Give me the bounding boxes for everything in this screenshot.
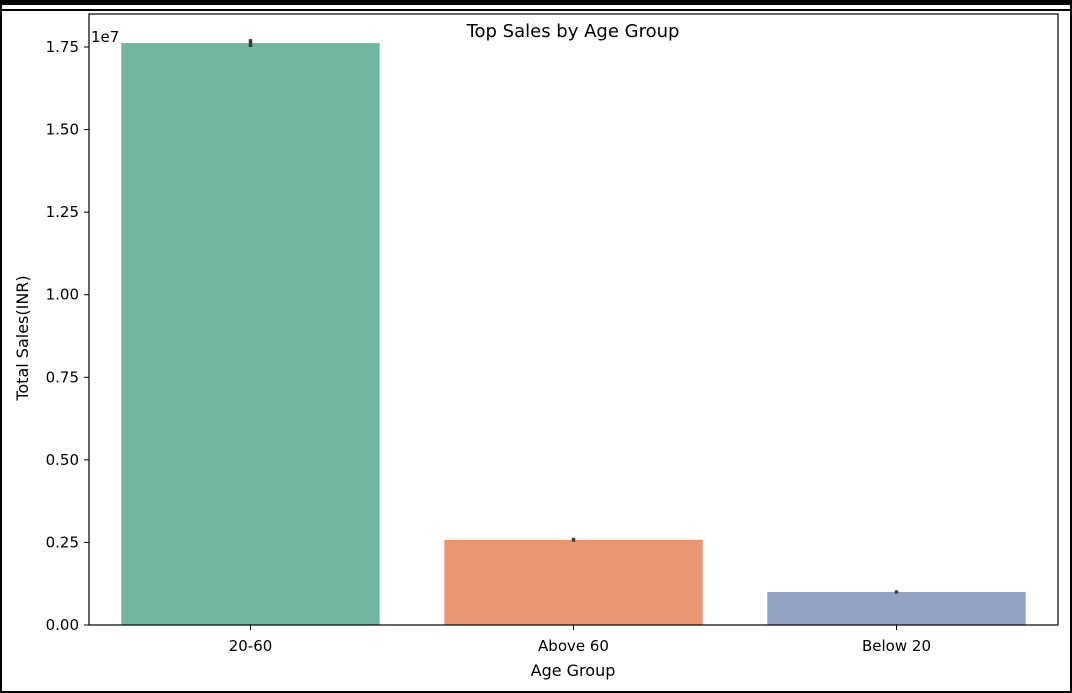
y-axis: 0.00 0.25 0.50 0.75 1.00 1.25 1.50 1.75: [46, 38, 89, 634]
bar-20-60: [121, 43, 380, 626]
y-tick-label: 1.50: [46, 121, 79, 139]
error-bars-layer: [248, 39, 899, 594]
y-axis-label: Total Sales(INR): [13, 275, 32, 401]
y-axis-offset-text: 1e7: [91, 28, 119, 46]
x-tick-label: Below 20: [862, 637, 931, 655]
y-tick-label: 0.00: [46, 616, 79, 634]
y-tick-label: 0.75: [46, 368, 79, 386]
bars-layer: [121, 43, 1026, 626]
x-tick-label: Above 60: [538, 637, 609, 655]
y-tick-label: 1.25: [46, 203, 79, 221]
y-tick-label: 1.00: [46, 286, 79, 304]
y-tick-label: 0.25: [46, 533, 79, 551]
chart-title: Top Sales by Age Group: [466, 21, 680, 42]
y-tick-label: 1.75: [46, 38, 79, 56]
x-axis: 20-60 Above 60 Below 20: [229, 625, 931, 655]
x-axis-label: Age Group: [531, 661, 616, 680]
bar-above-60: [444, 539, 703, 625]
bar-below-20: [767, 591, 1026, 625]
x-tick-label: 20-60: [229, 637, 273, 655]
figure-top-rule: [0, 9, 1072, 11]
y-tick-label: 0.50: [46, 451, 79, 469]
